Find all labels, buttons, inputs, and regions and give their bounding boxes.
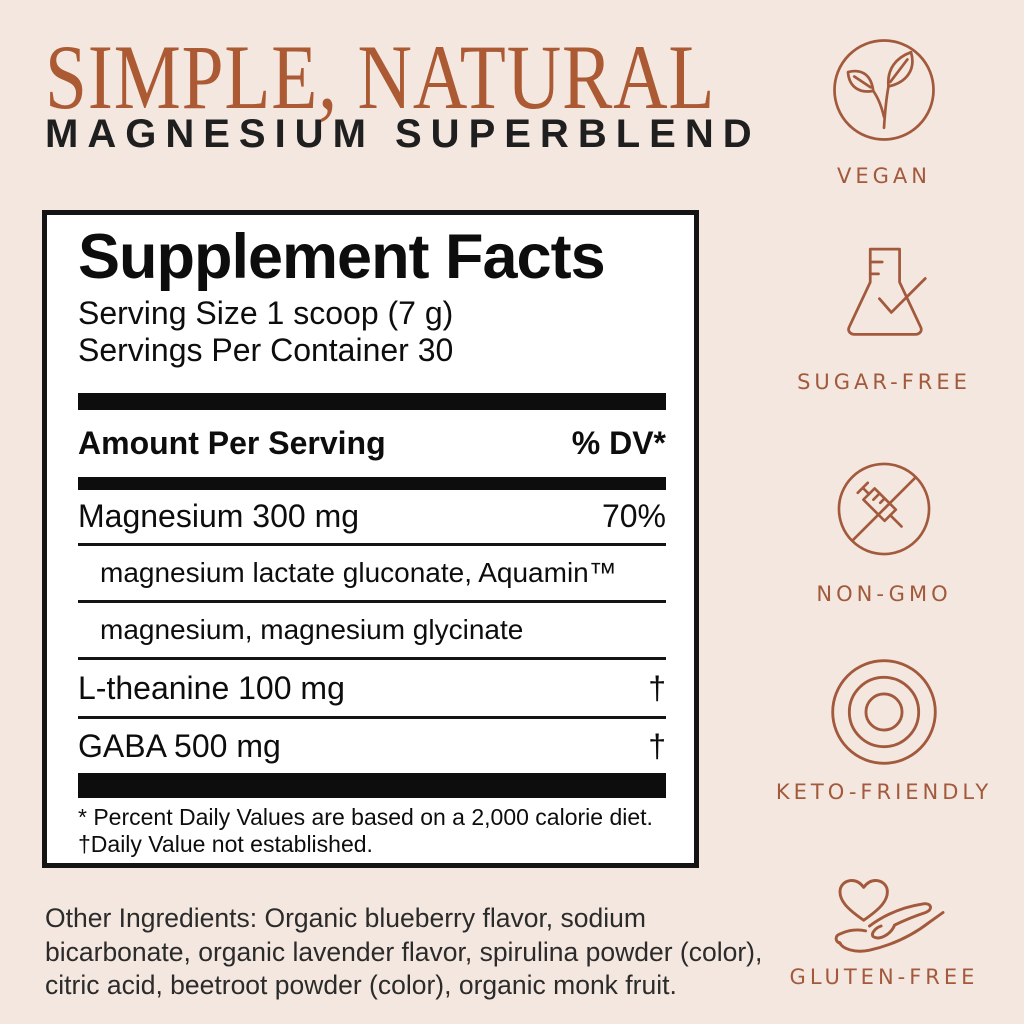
row-divider xyxy=(78,543,666,546)
badge-label: SUGAR-FREE xyxy=(797,370,971,394)
footnote-percent-dv: * Percent Daily Values are based on a 2,… xyxy=(78,804,653,830)
medium-divider xyxy=(78,477,666,490)
nutrient-row-magnesium-forms-1: magnesium lactate gluconate, Aquamin™ xyxy=(78,546,666,600)
nutrient-dv: † xyxy=(648,727,666,764)
hero-title: SIMPLE, NATURAL xyxy=(45,26,716,128)
percent-dv-header: % DV* xyxy=(571,425,666,461)
thick-divider-bottom xyxy=(78,773,666,798)
concentric-circles-icon xyxy=(831,659,937,765)
leaf-sprout-icon xyxy=(833,39,935,141)
nutrient-row-magnesium-forms-2: magnesium, magnesium glycinate xyxy=(78,603,666,657)
badge-non-gmo: NON-GMO xyxy=(764,456,1004,606)
row-divider xyxy=(78,716,666,719)
hero-subtitle: MAGNESIUM SUPERBLEND xyxy=(45,112,761,156)
servings-per-container: Servings Per Container 30 xyxy=(78,332,454,368)
badge-label: NON-GMO xyxy=(816,582,952,606)
nutrient-dv: † xyxy=(648,669,666,706)
badge-sugar-free: SUGAR-FREE xyxy=(764,240,1004,394)
column-header-row: Amount Per Serving % DV* xyxy=(78,410,666,477)
badge-label: KETO-FRIENDLY xyxy=(775,780,993,804)
serving-info: Serving Size 1 scoop (7 g) Servings Per … xyxy=(78,295,666,369)
nutrient-name: GABA 500 mg xyxy=(78,727,281,764)
supplement-facts-panel: Supplement Facts Serving Size 1 scoop (7… xyxy=(42,210,699,868)
thick-divider-top xyxy=(78,393,666,410)
badge-gluten-free: GLUTEN-FREE xyxy=(764,868,1004,989)
heart-in-hand-icon xyxy=(834,879,945,953)
supplement-facts-title: Supplement Facts xyxy=(78,222,606,292)
nutrient-row-gaba: GABA 500 mg † xyxy=(78,719,666,773)
badge-vegan: VEGAN xyxy=(764,36,1004,188)
nutrient-name: magnesium, magnesium glycinate xyxy=(100,614,524,645)
nutrient-dv: 70% xyxy=(601,498,666,534)
nutrient-name: Magnesium 300 mg xyxy=(78,498,360,534)
nutrient-row-ltheanine: L-theanine 100 mg † xyxy=(78,660,666,716)
other-ingredients-text: Other Ingredients: Organic blueberry fla… xyxy=(45,903,763,1000)
footnotes: * Percent Daily Values are based on a 2,… xyxy=(78,798,666,858)
row-divider xyxy=(78,657,666,660)
nutrient-row-magnesium: Magnesium 300 mg 70% xyxy=(78,490,666,543)
flask-check-icon xyxy=(847,247,927,336)
badge-label: VEGAN xyxy=(837,164,931,188)
serving-size: Serving Size 1 scoop (7 g) xyxy=(78,295,454,331)
nutrient-name: L-theanine 100 mg xyxy=(78,669,345,706)
amount-per-serving-header: Amount Per Serving xyxy=(78,425,386,461)
badge-label: GLUTEN-FREE xyxy=(789,965,979,989)
no-syringe-icon xyxy=(837,462,931,556)
footnote-dagger: †Daily Value not established. xyxy=(78,831,373,857)
nutrient-name: magnesium lactate gluconate, Aquamin™ xyxy=(100,557,617,588)
badge-keto-friendly: KETO-FRIENDLY xyxy=(764,655,1004,804)
row-divider xyxy=(78,600,666,603)
